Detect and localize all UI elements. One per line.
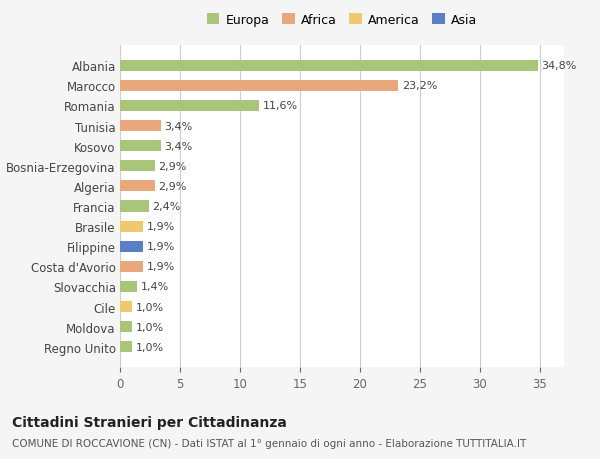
Legend: Europa, Africa, America, Asia: Europa, Africa, America, Asia <box>207 14 477 27</box>
Bar <box>120 201 149 212</box>
Text: 1,0%: 1,0% <box>136 302 164 312</box>
Bar <box>120 221 143 232</box>
Bar <box>120 81 398 92</box>
Bar <box>120 261 143 272</box>
Text: 1,9%: 1,9% <box>146 242 175 252</box>
Text: 1,9%: 1,9% <box>146 222 175 232</box>
Bar <box>120 281 137 292</box>
Bar <box>120 161 155 172</box>
Bar <box>120 341 132 353</box>
Text: 3,4%: 3,4% <box>164 141 193 151</box>
Text: 23,2%: 23,2% <box>402 81 437 91</box>
Text: 2,9%: 2,9% <box>158 162 187 171</box>
Text: Cittadini Stranieri per Cittadinanza: Cittadini Stranieri per Cittadinanza <box>12 415 287 429</box>
Bar <box>120 181 155 192</box>
Text: COMUNE DI ROCCAVIONE (CN) - Dati ISTAT al 1° gennaio di ogni anno - Elaborazione: COMUNE DI ROCCAVIONE (CN) - Dati ISTAT a… <box>12 438 526 448</box>
Bar <box>120 302 132 313</box>
Text: 2,9%: 2,9% <box>158 181 187 191</box>
Text: 11,6%: 11,6% <box>263 101 298 111</box>
Bar <box>120 121 161 132</box>
Bar <box>120 141 161 152</box>
Text: 1,4%: 1,4% <box>140 282 169 292</box>
Bar <box>120 101 259 112</box>
Text: 2,4%: 2,4% <box>152 202 181 212</box>
Text: 1,0%: 1,0% <box>136 342 164 352</box>
Bar <box>120 241 143 252</box>
Bar <box>120 321 132 332</box>
Text: 1,9%: 1,9% <box>146 262 175 272</box>
Text: 34,8%: 34,8% <box>541 61 577 71</box>
Text: 3,4%: 3,4% <box>164 121 193 131</box>
Text: 1,0%: 1,0% <box>136 322 164 332</box>
Bar <box>120 61 538 72</box>
